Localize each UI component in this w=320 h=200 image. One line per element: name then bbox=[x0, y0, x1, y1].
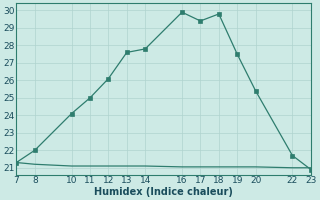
X-axis label: Humidex (Indice chaleur): Humidex (Indice chaleur) bbox=[94, 187, 233, 197]
